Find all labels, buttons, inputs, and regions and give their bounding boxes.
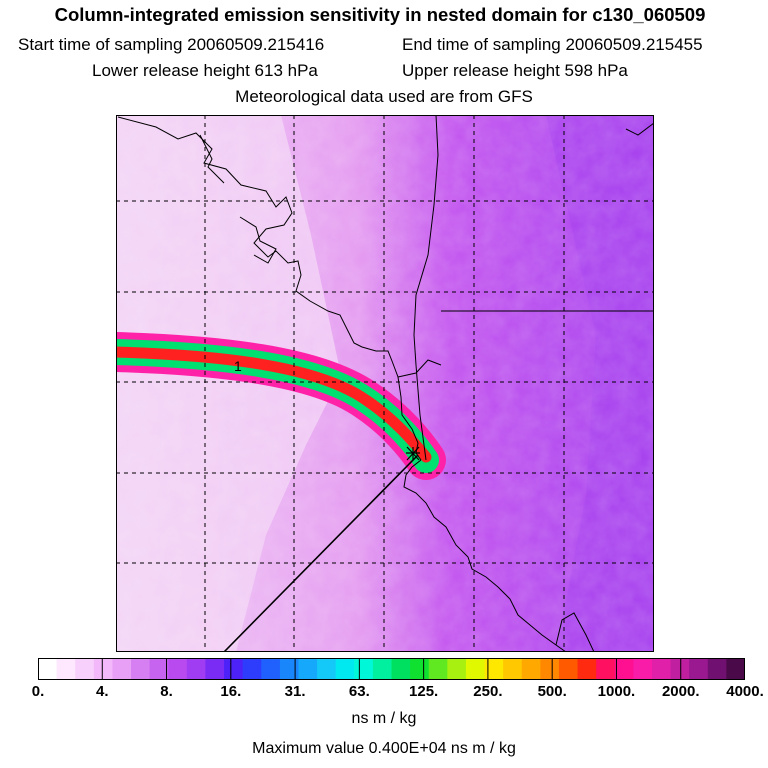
end-time-label: End time of sampling 20060509.215455 [402, 35, 703, 54]
colorbar-cell [726, 658, 745, 680]
colorbar-tick-label: 4000. [726, 683, 764, 700]
colorbar-cell [558, 658, 579, 680]
trajectory-label: 1 [234, 358, 242, 374]
upper-release-label: Upper release height 598 hPa [402, 61, 628, 80]
sensitivity-map: 1 [116, 115, 654, 652]
coastline-ne [625, 122, 654, 136]
colorbar-cell [56, 658, 76, 680]
colorbar-cell [484, 658, 504, 680]
release-point-marker [406, 446, 420, 461]
colorbar-cell [707, 658, 727, 680]
colorbar-cell [447, 658, 467, 680]
colorbar-cell [391, 658, 411, 680]
colorbar [38, 658, 745, 680]
colorbar-cell [670, 658, 690, 680]
colorbar-tick-label: 1000. [597, 683, 636, 700]
colorbar-cell [279, 658, 300, 680]
colorbar-frame [38, 658, 745, 680]
coastline-bay [555, 612, 595, 652]
colorbar-cell [38, 658, 58, 680]
noise-texture [116, 115, 654, 652]
met-data-label: Meteorological data used are from GFS [235, 87, 533, 106]
colorbar-tick-label: 2000. [661, 683, 700, 700]
colorbar-cell [372, 658, 393, 680]
colorbar-cell [242, 658, 262, 680]
colorbar-cell [689, 658, 709, 680]
colorbar-tick-label: 250. [473, 683, 503, 700]
colorbar-tick-label: 63. [348, 683, 370, 700]
colorbar-cell [93, 658, 114, 680]
colorbar-cell [131, 658, 151, 680]
colorbar-cell [335, 658, 355, 680]
flight-track [223, 454, 419, 652]
map-frame [116, 115, 654, 652]
colorbar-cell [521, 658, 541, 680]
colorbar-units: ns m / kg [351, 710, 417, 727]
coastline-east [413, 115, 439, 461]
colorbar-cell [261, 658, 281, 680]
colorbar-cell [410, 658, 430, 680]
plume-core-band [116, 346, 432, 463]
plot-title: Column-integrated emission sensitivity i… [54, 4, 706, 25]
colorbar-tick-label: 4. [96, 683, 109, 700]
colorbar-cell [596, 658, 616, 680]
colorbar-tick-label: 500. [537, 683, 567, 700]
colorbar-cell [317, 658, 337, 680]
colorbar-cell [465, 658, 486, 680]
colorbar-cell [205, 658, 225, 680]
colorbar-cell [633, 658, 653, 680]
colorbar-cell [224, 658, 244, 680]
colorbar-cell [354, 658, 374, 680]
peninsula-outline [239, 216, 277, 264]
colorbar-tick-label: 31. [284, 683, 306, 700]
island-outline [199, 134, 225, 184]
colorbar-cell [577, 658, 597, 680]
colorbar-cell [540, 658, 560, 680]
colorbar-cell [168, 658, 188, 680]
colorbar-cell [112, 658, 132, 680]
colorbar-cell [298, 658, 318, 680]
lake-outline [397, 359, 442, 378]
colorbar-cell [651, 658, 672, 680]
lat-lon-grid [116, 115, 654, 652]
colorbar-tick-label: 125. [409, 683, 439, 700]
colorbar-cell [186, 658, 207, 680]
colorbar-cell [614, 658, 634, 680]
colorbar-tick-label: 8. [160, 683, 173, 700]
max-value-label: Maximum value 0.400E+04 ns m / kg [252, 740, 516, 757]
coastline-south [403, 459, 567, 652]
colorbar-cell [503, 658, 523, 680]
colorbar-cell [149, 658, 169, 680]
colorbar-cell [75, 658, 95, 680]
colorbar-tick-label: 16. [220, 683, 242, 700]
colorbar-cell [428, 658, 448, 680]
start-time-label: Start time of sampling 20060509.215416 [18, 35, 325, 54]
lower-release-label: Lower release height 613 hPa [92, 61, 318, 80]
colorbar-tick-label: 0. [31, 683, 45, 700]
